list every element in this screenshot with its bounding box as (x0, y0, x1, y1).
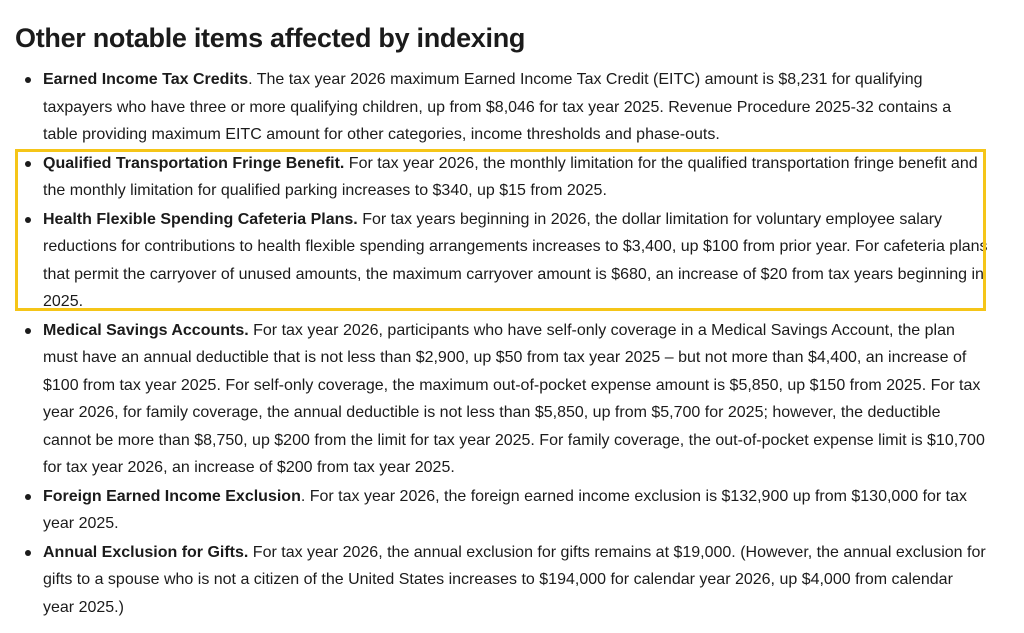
item-text: . For tax year 2026, the foreign earned … (43, 487, 968, 533)
item-term: Qualified Transportation Fringe Benefit. (43, 154, 345, 172)
item-text: For tax year 2026, the annual exclusion … (43, 543, 986, 616)
item-text: For tax year 2026, participants who have… (43, 321, 985, 477)
item-text: . The tax year 2026 maximum Earned Incom… (43, 71, 952, 143)
indexing-items-list: Earned Income Tax Credits. The tax year … (0, 66, 1024, 621)
list-item-health-fsa: Health Flexible Spending Cafeteria Plans… (0, 206, 988, 316)
item-term: Foreign Earned Income Exclusion (43, 487, 301, 505)
list-item-transportation-fringe: Qualified Transportation Fringe Benefit.… (0, 150, 988, 205)
item-term: Health Flexible Spending Cafeteria Plans… (43, 210, 358, 228)
list-item-foreign-income: Foreign Earned Income Exclusion. For tax… (0, 483, 988, 538)
page-heading: Other notable items affected by indexing (15, 23, 526, 53)
item-term: Annual Exclusion for Gifts. (43, 543, 249, 561)
list-item-gift-exclusion: Annual Exclusion for Gifts. For tax year… (0, 539, 988, 622)
list-item-eitc: Earned Income Tax Credits. The tax year … (0, 66, 988, 149)
item-text: For tax year 2026, the monthly limitatio… (43, 154, 978, 200)
item-term: Earned Income Tax Credits (43, 71, 249, 88)
item-term: Medical Savings Accounts. (43, 321, 249, 339)
list-item-medical-savings: Medical Savings Accounts. For tax year 2… (0, 317, 988, 482)
item-text: For tax years beginning in 2026, the dol… (43, 210, 988, 311)
